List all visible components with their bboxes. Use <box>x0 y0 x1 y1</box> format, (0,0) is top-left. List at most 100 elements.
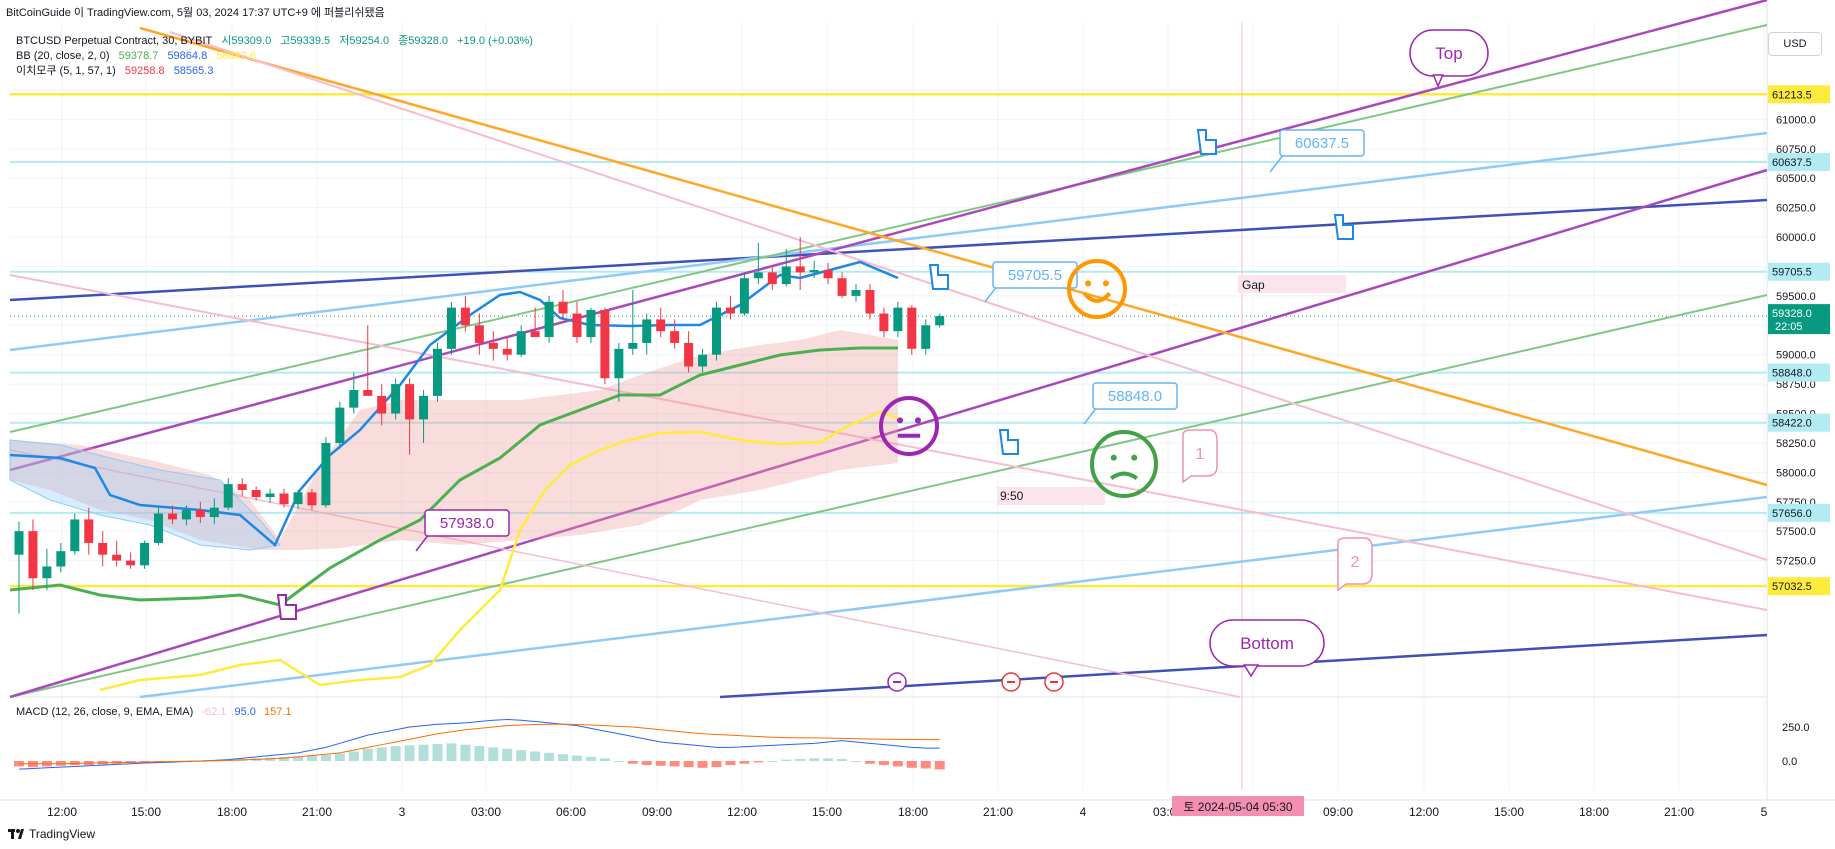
candle-body <box>223 484 233 508</box>
macd-legend[interactable]: MACD (12, 26, close, 9, EMA, EMA) -62.1 … <box>16 706 297 718</box>
macd-histogram-bar <box>697 761 708 768</box>
price-label: 57656.0 <box>1772 508 1812 520</box>
macd-histogram-bar <box>795 758 806 761</box>
cloud-blue <box>9 439 281 551</box>
candle-body <box>698 354 708 367</box>
macd-signal-line <box>19 723 940 765</box>
candle-body <box>307 492 317 506</box>
bb-basis: 59378.7 <box>118 50 159 62</box>
candle-body <box>670 331 680 343</box>
low-value: 저59254.0 <box>339 35 390 47</box>
candle-body <box>237 484 247 490</box>
candle-body <box>446 307 456 349</box>
candle-body <box>28 531 38 579</box>
macd-histogram-bar <box>627 761 638 764</box>
macd-histogram-bar <box>892 761 903 767</box>
trend-line <box>9 131 1768 352</box>
gap-label: Gap <box>1242 278 1265 292</box>
sad-face-icon <box>1090 430 1158 498</box>
price-label-bg <box>1768 503 1830 522</box>
happy-face-icon-eye-left <box>1085 280 1092 287</box>
price-tick-label: 59000.0 <box>1776 350 1816 362</box>
bb-upper-line <box>9 260 899 548</box>
open-value: 시59309.0 <box>221 35 272 47</box>
candle-body <box>279 493 289 505</box>
candle-body <box>642 319 652 343</box>
price-label: 57032.5 <box>1772 581 1812 593</box>
note-2-box <box>1337 537 1373 592</box>
bb-legend[interactable]: BB (20, close, 2, 0) 59378.7 59864.8 588… <box>16 49 539 64</box>
macd-histogram-bar <box>418 744 429 761</box>
candle-body <box>293 492 303 505</box>
candle-body <box>349 390 359 408</box>
trend-line <box>9 0 1768 472</box>
macd-tick-label: 250.0 <box>1782 722 1810 734</box>
neutral-face-icon-eye-left <box>897 417 904 424</box>
time-axis: 12:00 15:00 18:00 21:00 3 03:00 06:00 09:00 12:0… <box>47 796 1768 819</box>
time-tick-label: 15:00 <box>812 805 842 819</box>
candle-body <box>70 519 80 552</box>
bottom-callout-tail <box>1242 664 1260 678</box>
candle-body <box>181 510 191 520</box>
candle-body <box>112 554 122 561</box>
currency-selector[interactable]: USD <box>1768 32 1822 56</box>
candle-body <box>42 566 52 579</box>
price-axis: 57000.057250.057500.057750.058000.058250… <box>1768 85 1830 768</box>
macd-histogram-bar <box>725 761 736 766</box>
callout-59705-text: 59705.5 <box>1008 267 1062 284</box>
candle-body <box>907 307 917 349</box>
time-tick-label: 21:00 <box>302 805 332 819</box>
callout-57938-box <box>424 509 510 537</box>
macd-histogram-bar <box>516 750 527 761</box>
trend-line <box>9 24 1768 433</box>
macd-label: MACD (12, 26, close, 9, EMA, EMA) <box>16 706 194 718</box>
last-price-bg <box>1768 304 1830 335</box>
price-tick-label: 57250.0 <box>1776 556 1816 568</box>
happy-face-icon-eye-right <box>1102 280 1109 287</box>
candle-body <box>140 542 150 566</box>
macd-histogram-bar <box>348 751 359 761</box>
symbol-line[interactable]: BTCUSD Perpetual Contract, 30, BYBIT 시59… <box>16 34 539 49</box>
callout-59705-box <box>992 261 1078 289</box>
macd-histogram-bar <box>390 746 401 761</box>
candle-body <box>405 384 415 420</box>
happy-face-icon-mouth <box>1082 291 1112 303</box>
macd-histogram-bar <box>613 761 624 762</box>
macd-hist-value: -62.1 <box>201 706 227 718</box>
macd-histogram-bar <box>404 745 415 761</box>
callout-58848-box <box>1092 382 1178 410</box>
price-label-bg <box>1768 85 1830 104</box>
price-label-bg <box>1768 153 1830 172</box>
candle-body <box>725 307 735 314</box>
candle-body <box>84 519 94 543</box>
candle-body <box>935 316 945 326</box>
price-label: 60637.5 <box>1772 157 1812 169</box>
ichimoku-legend[interactable]: 이치모쿠 (5, 1, 57, 1) 59258.8 58565.3 <box>16 64 539 79</box>
candle-body <box>558 301 568 314</box>
macd-histogram-bar <box>823 758 834 761</box>
time-note-box <box>997 487 1105 505</box>
close-value: 종59328.0 <box>398 35 449 47</box>
macd-histogram-bar <box>767 761 778 762</box>
bottom-callout-label: Bottom <box>1240 634 1294 653</box>
callout-58848-text: 58848.0 <box>1108 388 1162 405</box>
high-value: 고59339.5 <box>280 35 331 47</box>
candle-body <box>335 407 345 443</box>
time-tick-label: 09:00 <box>1323 805 1353 819</box>
time-tick-label: 12:00 <box>727 805 757 819</box>
macd-histogram-bar <box>460 744 471 761</box>
top-callout-bubble <box>1409 29 1489 77</box>
time-tick-label: 09:00 <box>642 805 672 819</box>
candle-body <box>614 348 624 379</box>
price-tick-label: 60750.0 <box>1776 144 1816 156</box>
time-tick-label: 06:00 <box>556 805 586 819</box>
publish-caption: BitCoinGuide 이 TradingView.com, 5월 03, 2… <box>6 7 385 19</box>
macd-histogram-bar <box>920 761 931 769</box>
candle-body <box>712 307 721 355</box>
macd-line <box>18 719 940 770</box>
candle-body <box>795 266 805 273</box>
price-tick-label: 58000.0 <box>1776 467 1816 479</box>
macd-histogram-bar <box>669 761 680 767</box>
time-tick-label: 15:00 <box>1494 805 1524 819</box>
